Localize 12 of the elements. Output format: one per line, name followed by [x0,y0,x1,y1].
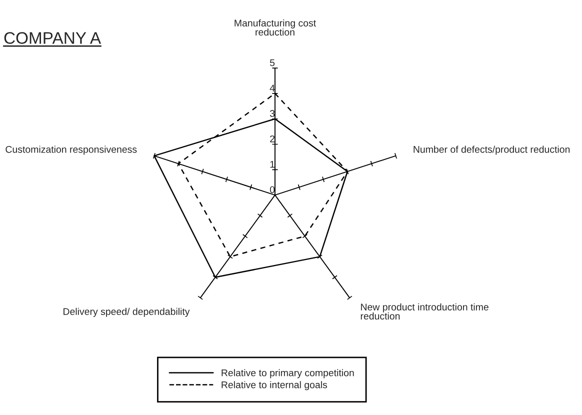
legend-label: Relative to primary competition [222,369,354,378]
spoke-label: Delivery speed/ dependability [64,308,190,317]
legend-label: Relative to internal goals [222,381,328,390]
y-tick-label: 1 [270,160,275,168]
spoke-label: Customization responsiveness [6,146,137,155]
spoke-label: Manufacturing cost reduction [234,19,316,36]
spoke-label: New product introduction time reduction [360,303,488,320]
text: COMPANY A [4,32,102,44]
y-tick-label: 3 [270,110,275,117]
spoke-label: Number of defects/product reduction [414,146,570,155]
y-tick-label: 2 [270,135,275,142]
y-tick-label: 5 [270,59,275,66]
